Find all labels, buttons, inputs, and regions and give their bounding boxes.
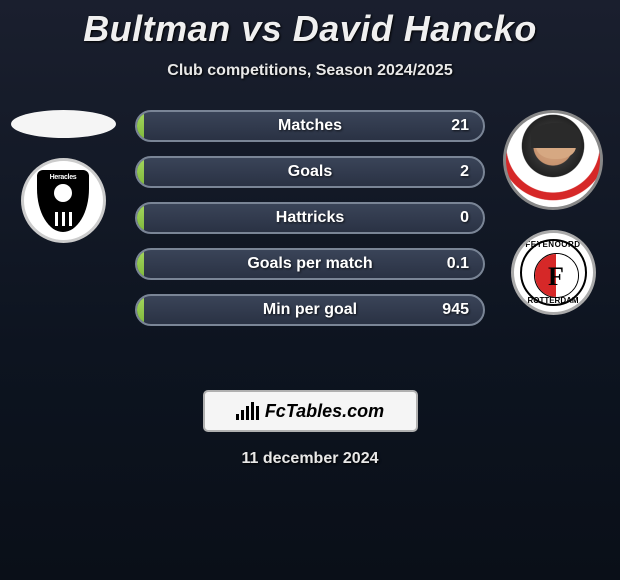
left-player-column: Heracles <box>8 110 118 243</box>
fctables-text: FcTables.com <box>265 401 384 422</box>
left-player-avatar-placeholder <box>11 110 116 138</box>
right-club-crest: FEYENOORD F ROTTERDAM <box>511 230 596 315</box>
stat-right-value: 2 <box>460 163 469 181</box>
stat-bar: Goals per match 0.1 <box>135 248 485 280</box>
stat-bar: Min per goal 945 <box>135 294 485 326</box>
stat-bar-fill <box>137 250 144 278</box>
left-club-crest: Heracles <box>21 158 106 243</box>
page-title: Bultman vs David Hancko <box>0 0 620 50</box>
bar-chart-icon <box>236 402 259 420</box>
comparison-content: Heracles Matches 21 Goals 2 Hattricks 0 Goals … <box>0 110 620 370</box>
stat-label: Matches <box>278 117 342 135</box>
stat-label: Min per goal <box>263 301 357 319</box>
stat-right-value: 0.1 <box>447 255 469 273</box>
stat-bar: Hattricks 0 <box>135 202 485 234</box>
feyenoord-inner-icon: F <box>534 253 579 298</box>
stat-bars: Matches 21 Goals 2 Hattricks 0 Goals per match… <box>135 110 485 326</box>
right-player-column: FEYENOORD F ROTTERDAM <box>498 110 608 315</box>
feyenoord-ring-bottom: ROTTERDAM <box>514 296 593 305</box>
feyenoord-ring-top: FEYENOORD <box>514 240 593 249</box>
stat-right-value: 0 <box>460 209 469 227</box>
stat-bar-fill <box>137 296 144 324</box>
stat-bar: Goals 2 <box>135 156 485 188</box>
stat-bar-fill <box>137 158 144 186</box>
stat-right-value: 21 <box>451 117 469 135</box>
stat-label: Goals <box>288 163 332 181</box>
heracles-shield-icon: Heracles <box>37 170 89 232</box>
right-player-avatar <box>503 110 603 210</box>
stat-label: Hattricks <box>276 209 344 227</box>
stat-bar: Matches 21 <box>135 110 485 142</box>
subtitle: Club competitions, Season 2024/2025 <box>0 62 620 80</box>
stripes-icon <box>37 212 89 226</box>
stat-right-value: 945 <box>442 301 469 319</box>
stat-bar-fill <box>137 112 144 140</box>
stat-label: Goals per match <box>247 255 372 273</box>
heracles-name: Heracles <box>50 174 77 181</box>
stat-bar-fill <box>137 204 144 232</box>
fctables-logo[interactable]: FcTables.com <box>203 390 418 432</box>
date-text: 11 december 2024 <box>0 450 620 468</box>
ball-icon <box>54 184 72 202</box>
